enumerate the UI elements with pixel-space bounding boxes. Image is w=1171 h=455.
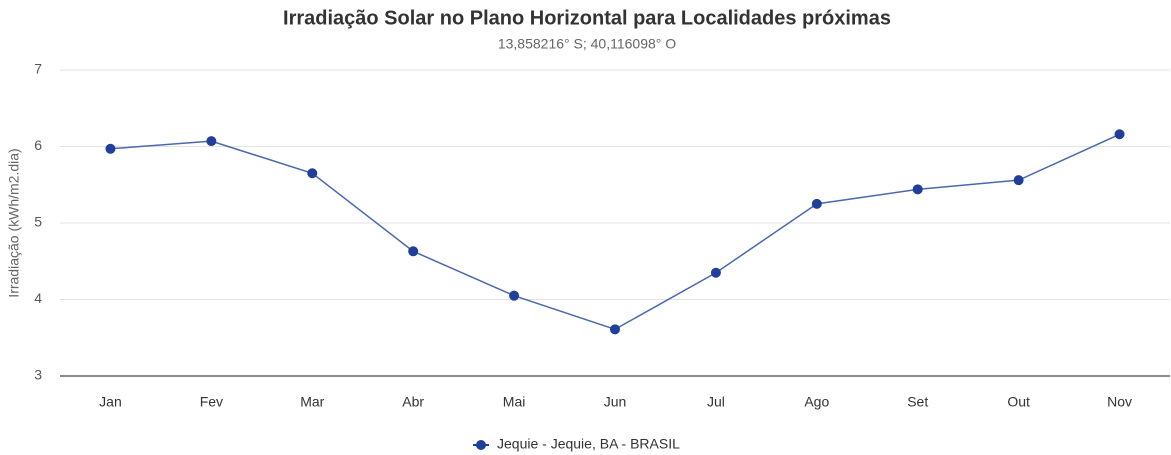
x-tick-label: Jul — [707, 394, 725, 410]
y-axis-label: Irradiação (kWh/m2.dia) — [6, 148, 22, 297]
point-marker — [1013, 175, 1024, 186]
chart-title: Irradiação Solar no Plano Horizontal par… — [283, 7, 891, 29]
x-tick-label: Abr — [402, 394, 424, 410]
point-marker — [912, 184, 923, 195]
y-tick-label: 3 — [34, 367, 42, 383]
chart-subtitle: 13,858216° S; 40,116098° O — [498, 36, 676, 52]
point-marker — [610, 324, 620, 335]
legend-marker — [476, 440, 486, 450]
point-marker — [206, 136, 217, 147]
point-marker — [1114, 129, 1125, 140]
series-line — [110, 133, 1120, 331]
x-tick-label: Fev — [200, 394, 223, 410]
x-tick-label: Ago — [804, 394, 829, 410]
x-tick-label: Jan — [99, 394, 122, 410]
point-marker — [408, 246, 419, 257]
x-tick-label: Mai — [503, 394, 526, 410]
y-tick-label: 4 — [34, 290, 42, 306]
x-tick-label: Mar — [300, 394, 324, 410]
x-tick-label: Jun — [604, 394, 627, 410]
y-tick-label: 7 — [34, 61, 42, 77]
point-marker — [307, 168, 318, 179]
x-tick-label: Nov — [1107, 394, 1132, 410]
y-tick-label: 5 — [34, 214, 42, 230]
point-marker — [811, 198, 822, 209]
x-tick-label: Set — [907, 394, 928, 410]
x-tick-label: Out — [1007, 394, 1030, 410]
legend-label: Jequie - Jequie, BA - BRASIL — [497, 436, 680, 452]
y-tick-label: 6 — [34, 137, 42, 153]
point-marker — [710, 267, 721, 278]
point-marker — [509, 290, 520, 301]
point-marker — [105, 143, 116, 154]
